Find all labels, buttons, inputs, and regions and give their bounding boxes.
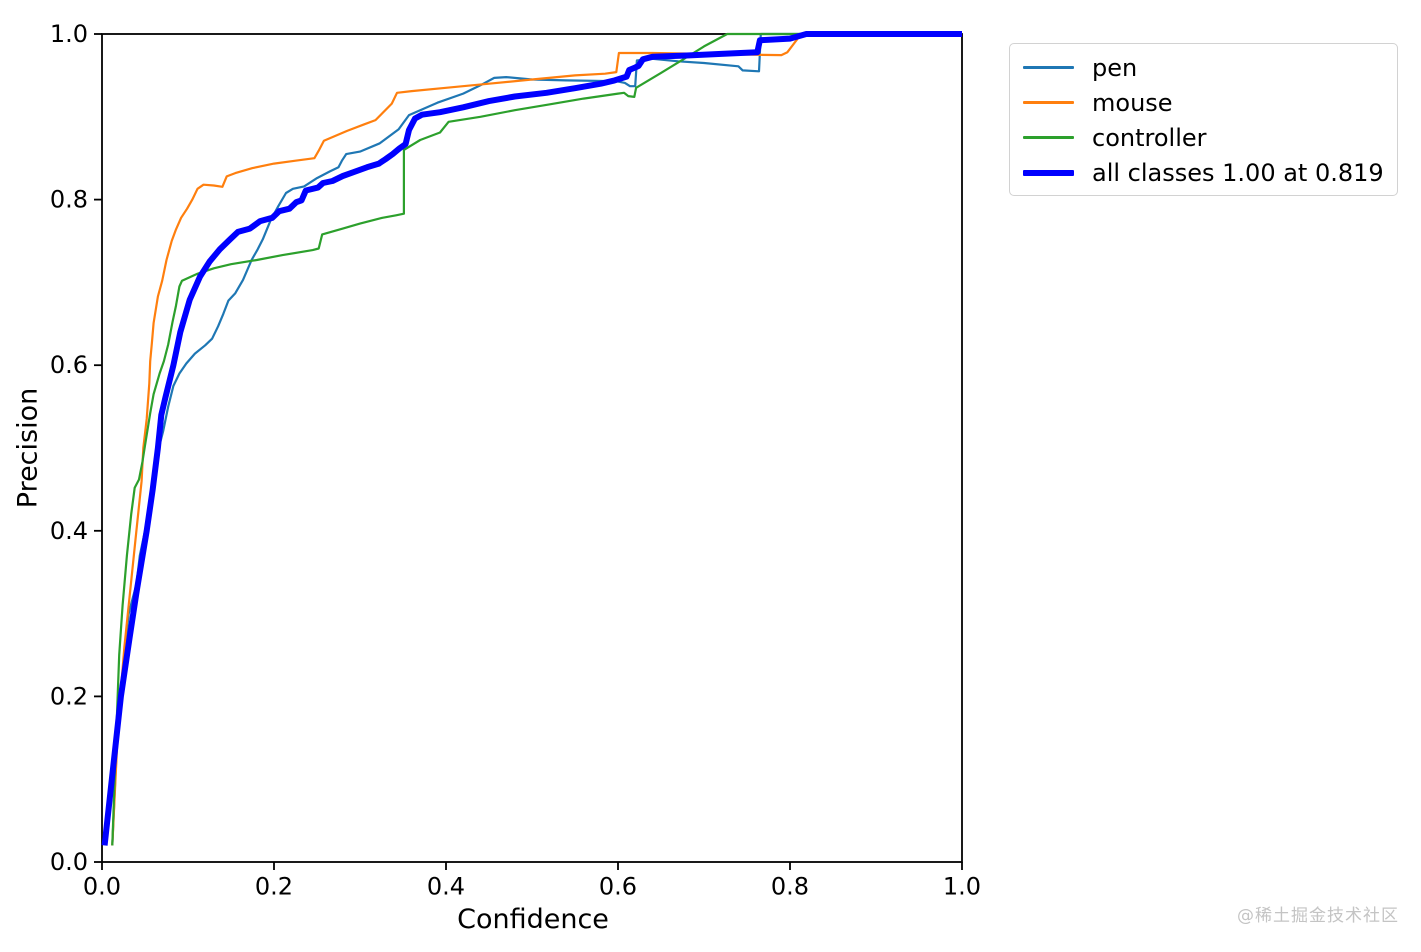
legend-line-sample <box>1023 169 1074 176</box>
x-tick-label: 0.8 <box>771 873 809 901</box>
legend-line-sample <box>1023 66 1074 69</box>
legend-line-sample <box>1023 101 1074 104</box>
legend-item-all: all classes 1.00 at 0.819 <box>1010 155 1397 190</box>
x-tick-label: 0.2 <box>255 873 293 901</box>
legend-line-sample <box>1023 136 1074 139</box>
x-tick-label: 0.6 <box>599 873 637 901</box>
legend-label: mouse <box>1092 88 1173 117</box>
y-tick-label: 0.4 <box>50 517 88 545</box>
legend-item-pen: pen <box>1010 50 1397 85</box>
y-axis-label: Precision <box>12 387 44 509</box>
y-tick-label: 0.2 <box>50 682 88 710</box>
legend-item-controller: controller <box>1010 120 1397 155</box>
plot-border <box>101 33 963 863</box>
legend-label: pen <box>1092 53 1138 82</box>
x-tick-label: 0.0 <box>83 873 121 901</box>
y-tick-label: 0.0 <box>50 848 88 876</box>
legend-label: all classes 1.00 at 0.819 <box>1092 158 1384 187</box>
legend-item-mouse: mouse <box>1010 85 1397 120</box>
x-tick-label: 0.4 <box>427 873 465 901</box>
series-line-controller <box>111 32 962 846</box>
x-tick-label: 1.0 <box>943 873 981 901</box>
legend-label: controller <box>1092 123 1207 152</box>
watermark: @稀土掘金技术社区 <box>1237 906 1399 926</box>
series-line-mouse <box>111 32 962 846</box>
y-tick-label: 1.0 <box>50 20 88 48</box>
y-tick-label: 0.6 <box>50 351 88 379</box>
legend: pen mouse controller all classes 1.00 at 0.… <box>1009 43 1398 196</box>
series-line-all-classes <box>101 31 962 846</box>
series-line-pen <box>111 32 962 846</box>
y-tick-label: 0.8 <box>50 186 88 214</box>
x-axis-label: Confidence <box>457 904 609 935</box>
